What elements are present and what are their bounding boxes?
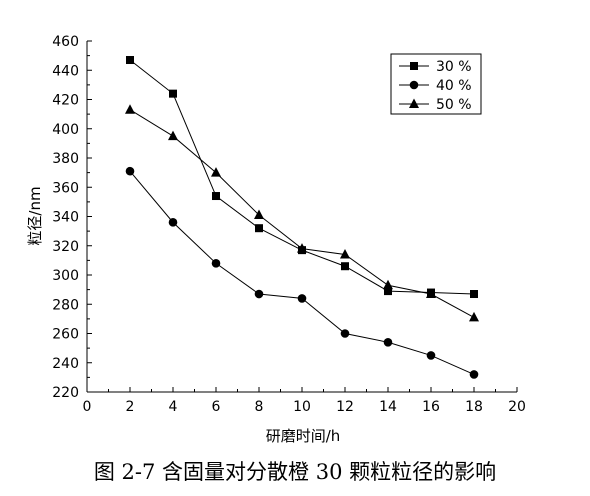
data-point	[340, 249, 350, 259]
y-tick-label: 380	[52, 151, 79, 167]
legend-label: 40 %	[436, 78, 472, 94]
data-point	[426, 351, 436, 360]
axes: 0 2 4 6 8 10 12 14 16 18 20 220 240 260 280 300 320 340 36…	[52, 34, 526, 415]
data-point	[341, 262, 349, 271]
x-tick-label: 12	[336, 399, 354, 415]
y-tick-label: 460	[52, 34, 79, 50]
data-point	[469, 370, 479, 379]
data-point	[297, 243, 307, 253]
y-tick-label: 340	[52, 210, 79, 226]
y-tick-label: 400	[52, 122, 79, 138]
x-tick-label: 16	[422, 399, 440, 415]
data-point	[469, 311, 479, 322]
data-point	[125, 104, 135, 114]
y-tick-label: 420	[52, 93, 79, 109]
y-tick-label: 260	[52, 327, 79, 343]
x-tick-label: 18	[465, 399, 483, 415]
x-tick-label: 0	[83, 399, 92, 415]
legend-item: 30 %	[399, 59, 472, 75]
data-point	[383, 279, 393, 290]
data-point	[297, 294, 307, 303]
x-axis-label: 研磨时间/h	[266, 427, 341, 445]
data-point	[383, 337, 393, 347]
x-tick-label: 20	[508, 399, 526, 415]
legend-label: 50 %	[436, 97, 472, 113]
data-point	[212, 192, 220, 201]
data-point	[426, 288, 436, 299]
legend-item: 40 %	[399, 78, 472, 94]
series-line	[129, 109, 475, 318]
y-tick-label: 320	[52, 239, 79, 255]
x-tick-label: 4	[169, 399, 178, 415]
x-tick-label: 10	[293, 399, 311, 415]
y-tick-label: 440	[52, 63, 79, 79]
data-point	[125, 166, 135, 176]
data-point	[340, 329, 350, 338]
series-line	[129, 170, 475, 375]
x-tick-label: 6	[212, 399, 221, 415]
data-point	[254, 209, 264, 220]
data-point	[384, 287, 392, 296]
series-2	[125, 104, 479, 322]
x-tick-label: 8	[255, 399, 264, 415]
legend-marker	[409, 80, 419, 90]
legend: 30 % 40 % 50 %	[390, 53, 482, 115]
data-point	[168, 130, 178, 141]
y-tick-label: 300	[52, 268, 79, 284]
y-tick-label: 240	[52, 356, 79, 372]
data-point	[470, 290, 478, 299]
legend-marker	[410, 62, 418, 70]
data-point	[168, 218, 178, 227]
series-layer	[125, 56, 479, 379]
data-point	[211, 167, 221, 177]
legend-marker	[409, 98, 419, 108]
y-tick-label: 280	[52, 297, 79, 313]
legend-item: 50 %	[399, 97, 472, 113]
figure-caption: 图 2-7 含固量对分散橙 30 颗粒粒径的影响	[93, 460, 497, 484]
legend-label: 30 %	[436, 59, 472, 75]
data-point	[126, 56, 134, 65]
y-tick-label: 360	[52, 180, 79, 196]
series-1	[125, 166, 479, 379]
y-tick-label: 220	[52, 385, 79, 401]
y-axis-label: 粒径/nm	[26, 186, 44, 245]
x-tick-label: 2	[126, 399, 135, 415]
data-point	[211, 259, 221, 268]
data-point	[255, 224, 263, 233]
x-tick-label: 14	[379, 399, 397, 415]
data-point	[254, 289, 264, 299]
data-point	[169, 89, 177, 98]
